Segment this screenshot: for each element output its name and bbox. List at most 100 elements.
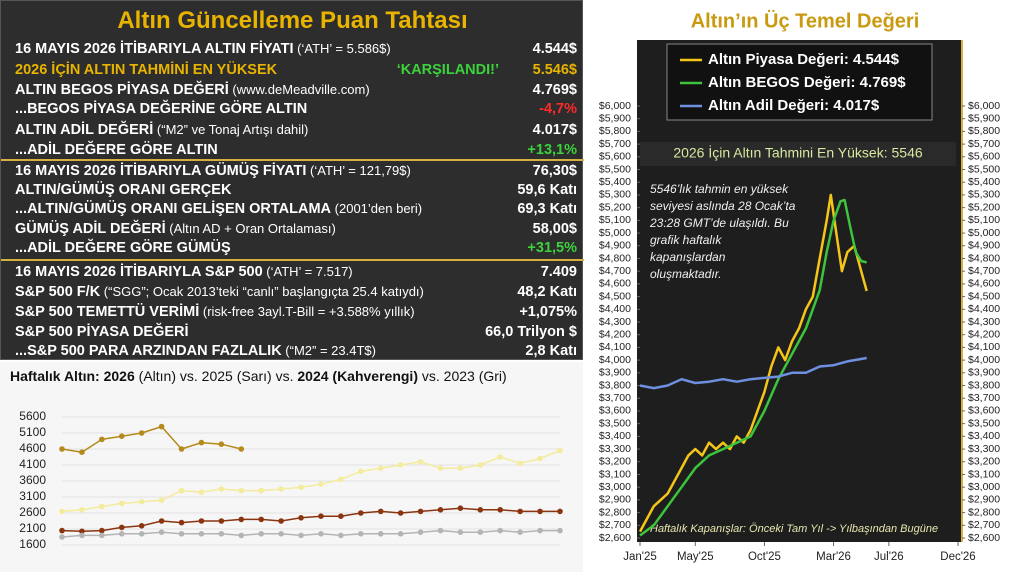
y2-tick-label: $5,500 xyxy=(968,163,1000,175)
marker xyxy=(358,510,364,516)
separator xyxy=(1,159,584,161)
marker xyxy=(377,465,384,472)
y2-tick-label: $3,200 xyxy=(968,456,1000,468)
marker xyxy=(258,531,265,537)
marker xyxy=(258,487,265,494)
y-tick-label: $5,400 xyxy=(599,176,631,188)
y-tick-label: 3600 xyxy=(19,473,46,487)
score-row: ALTIN/GÜMÜŞ ORANI GERÇEK 59,6 Katı xyxy=(15,180,577,200)
row-value: 59,6 Katı xyxy=(517,182,577,198)
marker xyxy=(497,507,504,513)
marker xyxy=(198,531,205,537)
marker xyxy=(517,460,523,467)
series-line xyxy=(61,507,560,532)
y2-tick-label: $4,000 xyxy=(968,354,1000,366)
score-row: 16 MAYIS 2026 İTİBARIYLA S&P 500 (‘ATH’ … xyxy=(15,262,577,282)
y2-tick-label: $4,100 xyxy=(968,341,1000,353)
subtitle: 2026 İçin Altın Tahmini En Yüksek: 5546 xyxy=(673,144,923,161)
annotation: grafik haftalık xyxy=(650,233,722,247)
y-tick-label: $5,000 xyxy=(599,227,631,239)
annotation: seviyesi aslında 28 Ocak’ta xyxy=(650,199,796,213)
footnote: Haftalık Kapanışlar: Önceki Tam Yıl -> Y… xyxy=(650,523,938,535)
score-row: ALTIN ADİL DEĞERİ (“M2” ve Tonaj Artışı … xyxy=(15,120,577,140)
marker xyxy=(358,531,364,537)
y2-tick-label: $5,800 xyxy=(968,125,1000,137)
row-value: 76,30$ xyxy=(532,163,577,179)
marker xyxy=(118,524,125,531)
marker xyxy=(457,505,464,512)
marker xyxy=(118,531,125,537)
title-part: Haftalık Altın: xyxy=(10,368,104,384)
marker xyxy=(557,447,563,454)
row-label: ALTIN BEGOS PİYASA DEĞERİ xyxy=(15,82,229,98)
marker xyxy=(118,433,125,440)
y-tick-label: $4,400 xyxy=(599,303,631,315)
row-value: +31,5% xyxy=(527,240,577,256)
score-row: ALTIN BEGOS PİYASA DEĞERİ (www.deMeadvil… xyxy=(15,80,577,100)
y2-tick-label: $2,900 xyxy=(968,494,1000,506)
marker xyxy=(158,529,165,535)
marker xyxy=(59,534,65,540)
row-note: (“M2” = 23.4T$) xyxy=(281,343,376,358)
y-tick-label: $3,300 xyxy=(599,443,631,455)
y2-tick-label: $6,000 xyxy=(968,100,1000,112)
series-line xyxy=(639,198,868,537)
y-tick-label: $4,200 xyxy=(599,328,631,340)
marker xyxy=(477,462,484,468)
y2-tick-label: $5,300 xyxy=(968,189,1000,201)
x-tick-label: Jan'25 xyxy=(623,551,657,563)
score-row: GÜMÜŞ ADİL DEĞERİ (Altın AD + Oran Ortal… xyxy=(15,219,577,239)
row-note: (“M2” ve Tonaj Artışı dahil) xyxy=(153,122,309,137)
y2-tick-label: $4,700 xyxy=(968,265,1000,277)
marker xyxy=(338,476,344,483)
y-tick-label: $5,800 xyxy=(599,125,631,137)
marker xyxy=(258,516,265,523)
row-label: ...ADİL DEĞERE GÖRE GÜMÜŞ xyxy=(15,240,231,256)
marker xyxy=(377,531,384,537)
marker xyxy=(397,510,404,516)
marker xyxy=(178,519,185,526)
legend-label: Altın BEGOS Değeri: 4.769$ xyxy=(708,74,906,91)
y-tick-label: $5,300 xyxy=(599,189,631,201)
row-note: (‘ATH’ = 7.517) xyxy=(262,264,353,279)
marker xyxy=(218,486,225,492)
marker xyxy=(138,523,145,529)
chart-title: Haftalık Altın: 2026 (Altın) vs. 2025 (S… xyxy=(10,368,507,384)
marker xyxy=(278,518,284,524)
score-row: ...ADİL DEĞERE GÖRE ALTIN +13,1% xyxy=(15,140,577,160)
legend-label: Altın Adil Değeri: 4.017$ xyxy=(708,97,880,114)
x-tick-label: Dec'26 xyxy=(940,551,975,563)
marker xyxy=(79,507,85,513)
marker xyxy=(318,481,324,488)
marker xyxy=(497,527,504,534)
y-tick-label: 4600 xyxy=(19,441,46,455)
marker xyxy=(457,465,464,472)
title-part: 2024 (Kahverengi) xyxy=(297,368,418,384)
marker xyxy=(417,459,424,465)
marker xyxy=(59,527,65,534)
marker xyxy=(218,441,225,448)
y-tick-label: 4100 xyxy=(19,457,46,471)
marker xyxy=(59,508,65,515)
score-row: ...BEGOS PİYASA DEĞERİNE GÖRE ALTIN -4,7% xyxy=(15,99,577,119)
score-row: ...ALTIN/GÜMÜŞ ORANI GELİŞEN ORTALAMA (2… xyxy=(15,199,577,219)
row-value: 58,00$ xyxy=(532,221,577,237)
y2-tick-label: $2,700 xyxy=(968,519,1000,531)
marker xyxy=(437,465,444,472)
row-label: ...ADİL DEĞERE GÖRE ALTIN xyxy=(15,142,218,158)
marker xyxy=(298,532,304,539)
row-note: (www.deMeadville.com) xyxy=(228,82,370,97)
row-label: 16 MAYIS 2026 İTİBARIYLA S&P 500 xyxy=(15,264,263,280)
y2-tick-label: $3,400 xyxy=(968,430,1000,442)
marker xyxy=(178,446,185,452)
y-tick-label: 2600 xyxy=(19,505,46,519)
y-tick-label: 2100 xyxy=(19,521,46,535)
row-note: (‘ATH’ = 5.586$) xyxy=(293,41,391,56)
marker xyxy=(158,497,165,504)
annotation: kapanışlardan xyxy=(650,250,726,264)
y-tick-label: $4,500 xyxy=(599,290,631,302)
marker xyxy=(397,531,404,537)
series-line xyxy=(61,425,242,453)
y-tick-label: 5600 xyxy=(19,409,46,423)
marker xyxy=(417,508,424,515)
